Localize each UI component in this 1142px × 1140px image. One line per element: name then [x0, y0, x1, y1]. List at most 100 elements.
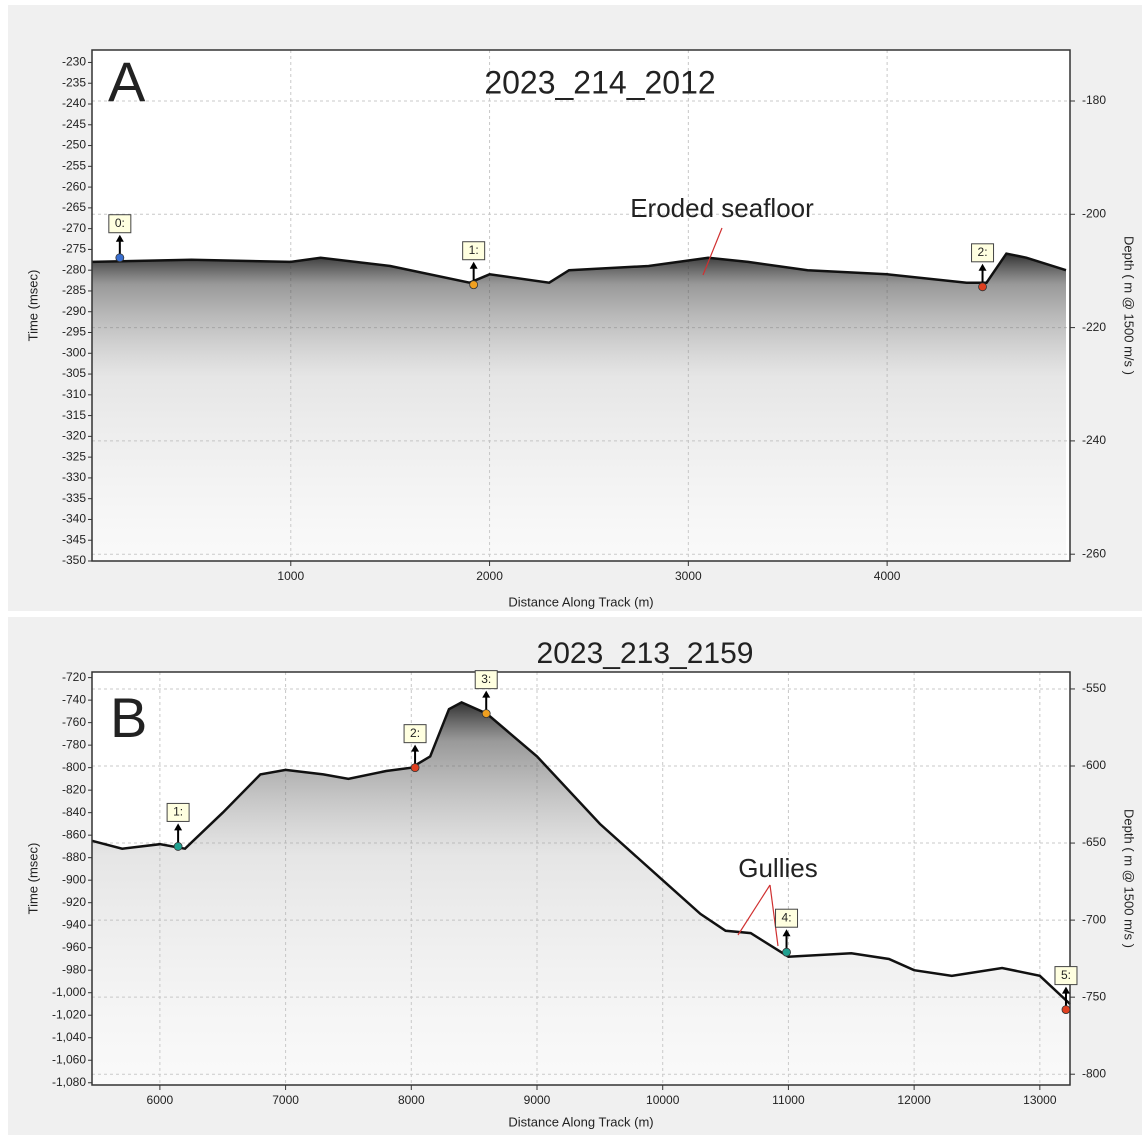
- y-tick-label: -285: [62, 283, 86, 297]
- y-tick-label: -275: [62, 242, 86, 256]
- y-tick-label: -325: [62, 449, 86, 463]
- y2-tick-label: -220: [1082, 320, 1106, 334]
- x-tick-label: 12000: [897, 1093, 931, 1107]
- y2-tick-label: -180: [1082, 93, 1106, 107]
- y-tick-label: -880: [62, 850, 86, 864]
- y2-tick-label: -260: [1082, 546, 1106, 560]
- y-tick-label: -265: [62, 200, 86, 214]
- marker-label: 1:: [469, 243, 479, 257]
- chart-title: 2023_213_2159: [537, 637, 754, 670]
- plot-frame: [91, 49, 1071, 562]
- y-tick-label: -840: [62, 805, 86, 819]
- y-tick-label: -980: [62, 962, 86, 976]
- panel-label: A: [108, 50, 146, 113]
- y2-tick-label: -240: [1082, 433, 1106, 447]
- y-tick-label: -320: [62, 429, 86, 443]
- y-tick-label: -1,080: [52, 1075, 86, 1089]
- marker-label: 5:: [1061, 968, 1071, 982]
- marker-label: 2:: [410, 726, 420, 740]
- x-tick-label: 6000: [147, 1093, 174, 1107]
- y-tick-label: -345: [62, 532, 86, 546]
- y-tick-label: -235: [62, 75, 86, 89]
- x-axis-label: Distance Along Track (m): [508, 1114, 653, 1129]
- y-tick-label: -800: [62, 760, 86, 774]
- y2-tick-label: -200: [1082, 206, 1106, 220]
- y-tick-label: -760: [62, 715, 86, 729]
- annotation-leader: [737, 884, 771, 936]
- x-tick-label: 3000: [675, 569, 702, 583]
- x-tick-label: 11000: [772, 1093, 805, 1107]
- y-tick-label: -350: [62, 553, 86, 567]
- marker-point: [978, 282, 987, 292]
- panel-label: B: [110, 686, 147, 749]
- marker-label-box: [403, 724, 427, 744]
- marker-point: [1061, 1005, 1071, 1015]
- y-tick-label: -255: [62, 158, 86, 172]
- x-tick-label: 7000: [272, 1093, 299, 1107]
- y-tick-label: -1,060: [52, 1052, 86, 1066]
- marker-arrowhead: [482, 690, 491, 698]
- y-tick-label: -245: [62, 117, 86, 131]
- x-tick-label: 1000: [277, 569, 304, 583]
- marker-arrowhead: [174, 823, 183, 831]
- y2-tick-label: -650: [1082, 835, 1106, 849]
- y2-tick-label: -700: [1082, 912, 1106, 926]
- marker-arrowhead: [115, 234, 124, 242]
- marker-arrowhead: [782, 929, 791, 937]
- y2-tick-label: -800: [1082, 1066, 1106, 1080]
- marker-label-box: [462, 241, 486, 261]
- marker-point: [410, 763, 420, 773]
- x-tick-label: 13000: [1023, 1093, 1057, 1107]
- x-axis-label: Distance Along Track (m): [508, 594, 653, 609]
- annotation-leader: [702, 227, 723, 276]
- marker-label-box: [108, 214, 132, 234]
- y-tick-label: -940: [62, 917, 86, 931]
- y-tick-label: -280: [62, 262, 86, 276]
- y-tick-label: -960: [62, 940, 86, 954]
- y-tick-label: -315: [62, 408, 86, 422]
- annotation-leader: [769, 884, 779, 947]
- chart-title: 2023_214_2012: [484, 64, 715, 100]
- marker-arrowhead: [411, 744, 420, 752]
- y-tick-label: -240: [62, 96, 86, 110]
- x-tick-label: 2000: [476, 569, 503, 583]
- seafloor-line: [91, 252, 1067, 285]
- marker-point: [173, 842, 183, 851]
- y2-tick-label: -550: [1082, 681, 1106, 695]
- y-axis-label: Time (msec): [25, 843, 40, 915]
- marker-label-box: [1054, 966, 1078, 986]
- x-tick-label: 8000: [398, 1093, 425, 1107]
- y-tick-label: -780: [62, 737, 86, 751]
- x-tick-label: 10000: [646, 1093, 680, 1107]
- y-tick-label: -820: [62, 782, 86, 796]
- y2-tick-label: -750: [1082, 989, 1106, 1003]
- y-tick-label: -310: [62, 387, 86, 401]
- marker-label: 1:: [173, 805, 183, 819]
- marker-label-box: [775, 908, 799, 928]
- x-tick-label: 9000: [524, 1093, 551, 1107]
- y-tick-label: -920: [62, 895, 86, 909]
- y-tick-label: -260: [62, 179, 86, 193]
- y2-tick-label: -600: [1082, 758, 1106, 772]
- y-tick-label: -900: [62, 872, 86, 886]
- marker-label-box: [474, 670, 498, 690]
- y-tick-label: -305: [62, 366, 86, 380]
- y2-axis-label: Depth ( m @ 1500 m/s ): [1122, 809, 1137, 948]
- y-tick-label: -335: [62, 491, 86, 505]
- marker-label-box: [971, 243, 995, 263]
- marker-label: 0:: [115, 216, 125, 230]
- marker-label: 3:: [481, 672, 491, 686]
- y-tick-label: -300: [62, 345, 86, 359]
- annotation: Gullies: [738, 853, 817, 883]
- y-tick-label: -230: [62, 55, 86, 69]
- y-tick-label: -720: [62, 670, 86, 684]
- y-tick-label: -740: [62, 692, 86, 706]
- y-tick-label: -250: [62, 138, 86, 152]
- annotation: Eroded seafloor: [630, 193, 814, 223]
- y-tick-label: -270: [62, 221, 86, 235]
- y2-axis-label: Depth ( m @ 1500 m/s ): [1122, 236, 1137, 375]
- y-tick-label: -340: [62, 512, 86, 526]
- y-tick-label: -1,020: [52, 1007, 86, 1021]
